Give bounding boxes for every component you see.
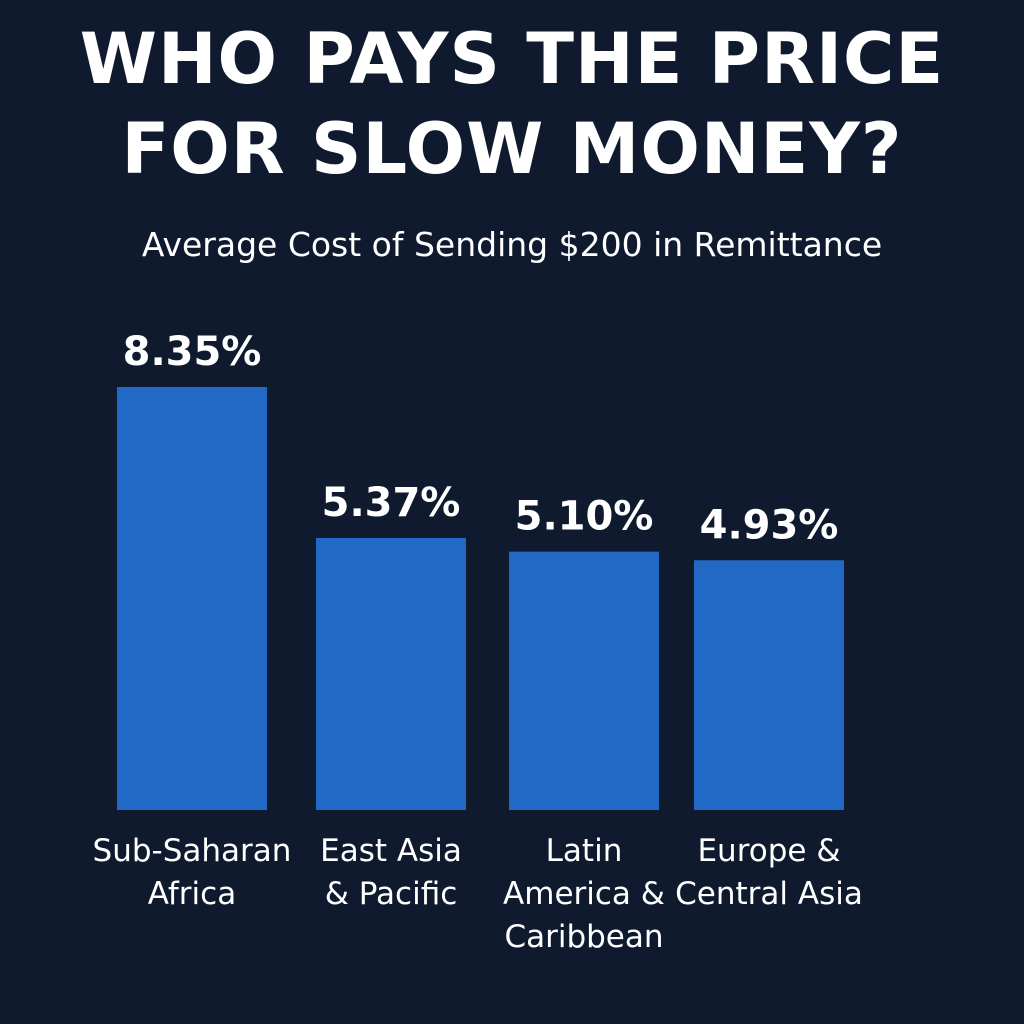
- category-label: Europe &: [697, 833, 840, 869]
- bar: [509, 551, 659, 810]
- bar-value-label: 5.10%: [515, 494, 654, 540]
- bar-value-label: 8.35%: [123, 329, 262, 375]
- chart-title: WHO PAYS THE PRICE FOR SLOW MONEY?: [0, 14, 1024, 194]
- bar-value-label: 5.37%: [322, 480, 461, 526]
- category-label: Central Asia: [675, 876, 863, 912]
- category-label: Africa: [148, 876, 236, 912]
- bar: [117, 387, 267, 810]
- category-label: Caribbean: [504, 919, 663, 955]
- bar: [316, 537, 466, 810]
- bar-value-label: 4.93%: [700, 502, 839, 548]
- category-label: East Asia: [320, 833, 462, 869]
- bar: [694, 560, 844, 810]
- chart-title-line: FOR SLOW MONEY?: [121, 108, 903, 190]
- category-label: America &: [503, 876, 665, 912]
- category-label: & Pacific: [325, 876, 458, 912]
- chart-subtitle: Average Cost of Sending $200 in Remittan…: [141, 225, 883, 264]
- category-label: Sub-Saharan: [93, 833, 292, 869]
- category-label: Latin: [546, 833, 623, 869]
- chart-title-line: WHO PAYS THE PRICE: [79, 18, 945, 100]
